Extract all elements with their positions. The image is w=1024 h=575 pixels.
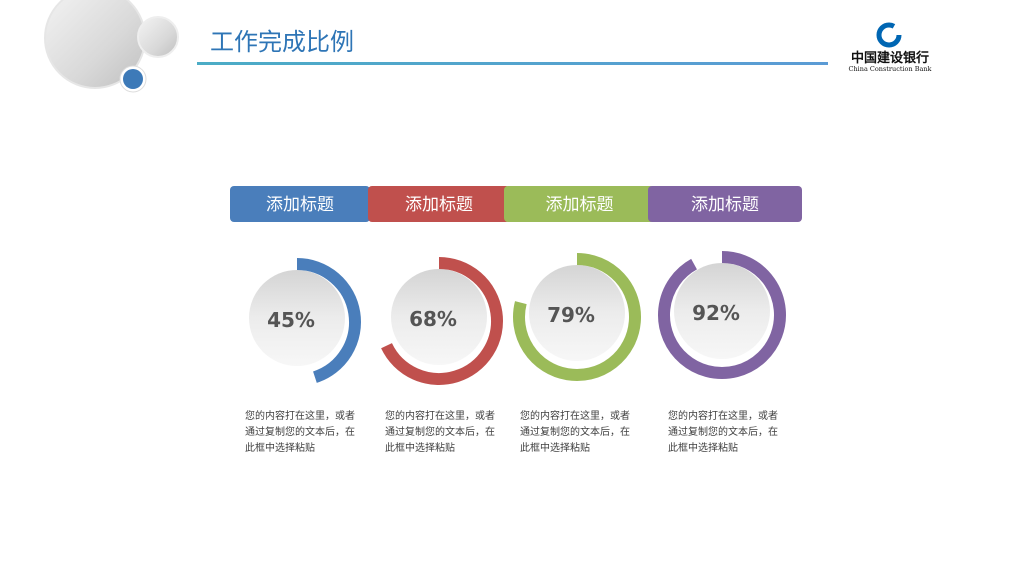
title-tab	[368, 186, 510, 222]
value-label: 68%	[409, 307, 457, 331]
value-label: 45%	[267, 308, 315, 332]
tab-label: 添加标题	[266, 195, 334, 215]
header-line	[197, 62, 828, 65]
logo-name-en: China Construction Bank	[849, 65, 932, 73]
deco-circle	[137, 16, 179, 58]
deco-circle	[123, 69, 143, 89]
description: 您的内容打在这里，或者通过复制您的文本后，在此框中选择粘贴	[245, 411, 355, 454]
title-tab	[504, 186, 655, 222]
title-tab	[648, 186, 802, 222]
tab-label: 添加标题	[405, 195, 473, 215]
slide-title: 工作完成比例	[210, 28, 354, 56]
title-tab	[230, 186, 370, 222]
logo-name: 中国建设银行	[851, 50, 929, 66]
progress-arc	[381, 257, 503, 385]
description: 您的内容打在这里，或者通过复制您的文本后，在此框中选择粘贴	[668, 411, 778, 454]
ring-disc	[529, 265, 625, 361]
tab-label: 添加标题	[546, 195, 614, 215]
logo-icon	[876, 22, 902, 48]
description: 您的内容打在这里，或者通过复制您的文本后，在此框中选择粘贴	[520, 411, 630, 454]
description: 您的内容打在这里，或者通过复制您的文本后，在此框中选择粘贴	[385, 411, 495, 454]
value-label: 79%	[547, 303, 595, 327]
ring-disc	[391, 269, 487, 365]
value-label: 92%	[692, 301, 740, 325]
progress-arc	[658, 251, 786, 379]
progress-arc	[296, 258, 361, 383]
progress-arc	[513, 253, 641, 381]
ring-disc	[249, 270, 345, 366]
ring-disc	[674, 263, 770, 359]
tab-label: 添加标题	[691, 195, 759, 215]
